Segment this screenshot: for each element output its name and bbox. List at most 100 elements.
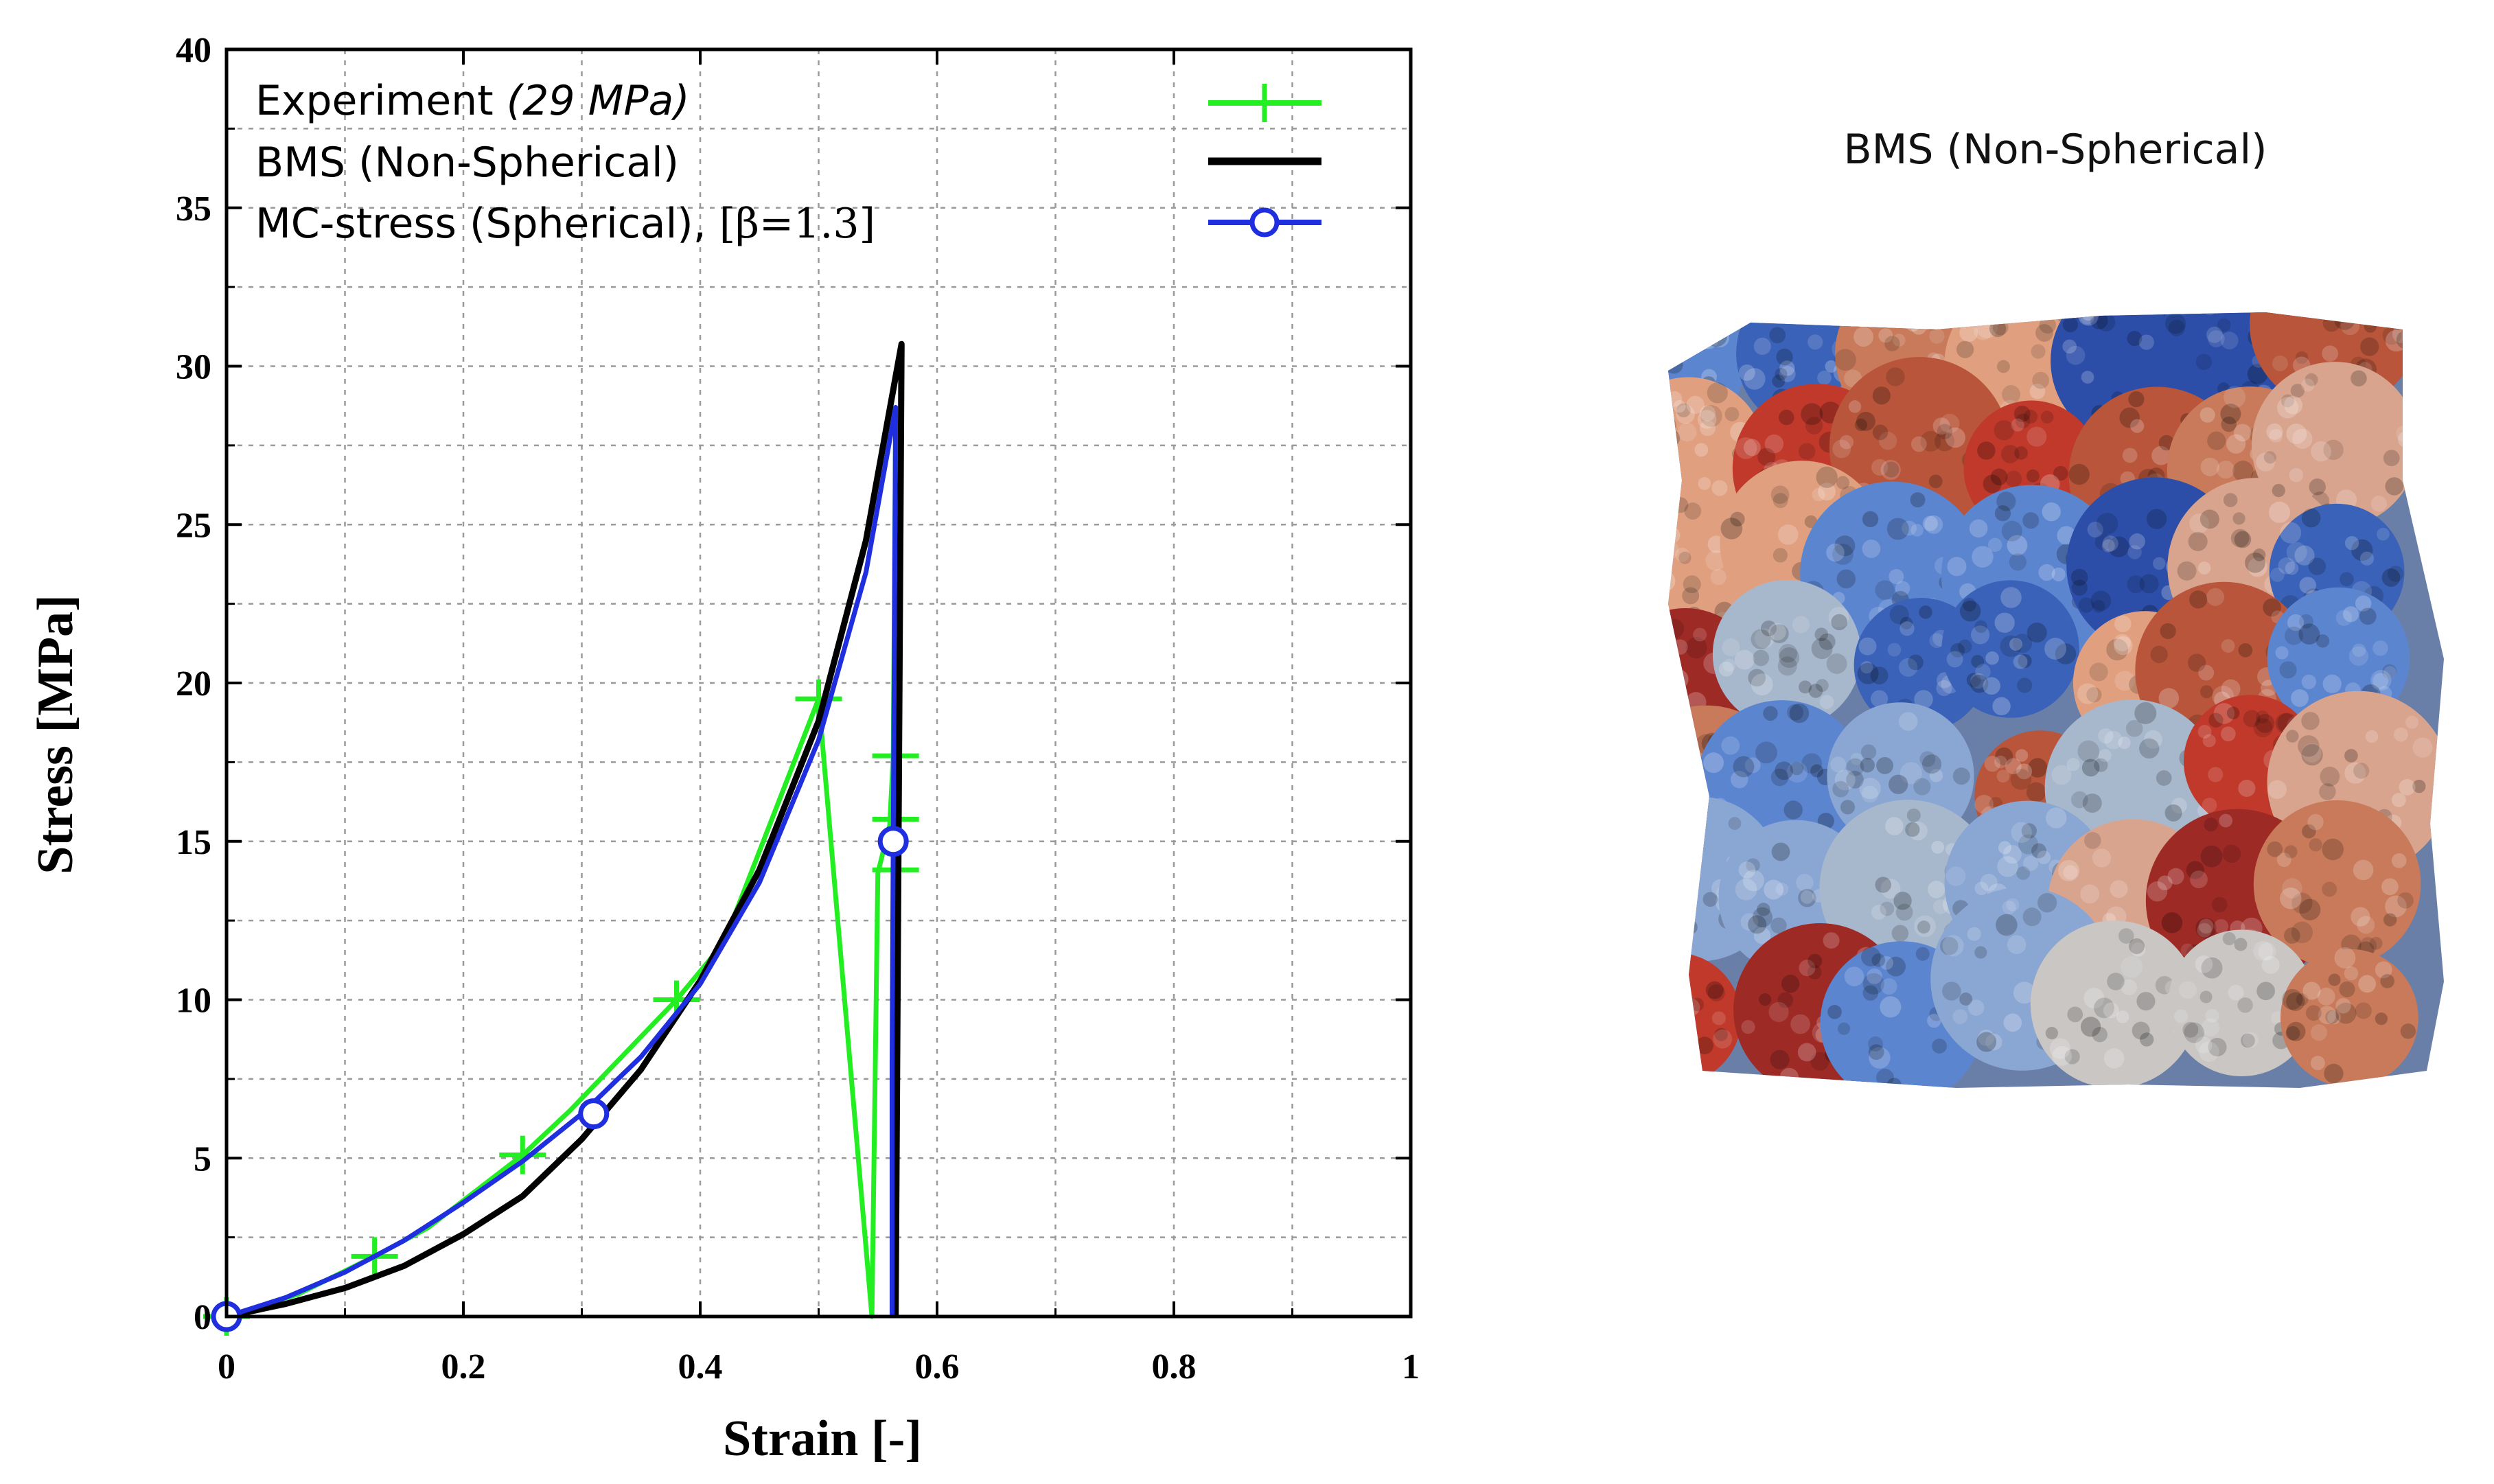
grain-speckle	[1834, 535, 1856, 557]
grain-speckle	[2146, 509, 2167, 529]
grain-speckle	[2051, 567, 2066, 581]
legend-swatch-circle	[1249, 207, 1280, 237]
grain-speckle	[2320, 766, 2340, 787]
grain-speckle	[2130, 419, 2145, 433]
grain-speckle	[1906, 808, 1921, 822]
grain-speckle	[1976, 1032, 1997, 1052]
grain-speckle	[1769, 327, 1786, 344]
grain-speckle	[2127, 575, 2145, 594]
grain-speckle	[2301, 378, 2315, 392]
grain-speckle	[2158, 688, 2180, 708]
grain-speckle	[1693, 627, 1707, 642]
grain-speckle	[1962, 598, 1976, 612]
grain-speckle	[1862, 985, 1879, 1001]
grain-speckle	[1730, 770, 1748, 789]
grain-speckle	[2298, 614, 2313, 629]
grain-speckle	[1775, 883, 1789, 896]
grain-speckle	[1668, 312, 1674, 324]
grain-speckle	[1942, 935, 1964, 957]
grain-speckle	[1740, 913, 1759, 931]
grain-speckle	[2256, 710, 2270, 724]
grain-speckle	[2299, 261, 2320, 282]
grain-speckle	[1626, 684, 1642, 700]
grain-speckle	[1781, 975, 1800, 993]
grain-speckle	[1707, 382, 1728, 404]
grain-speckle	[1858, 637, 1877, 656]
legend-swatches	[1208, 84, 1321, 237]
grain-speckle	[2101, 539, 2115, 553]
grain-speckle	[2164, 804, 2182, 822]
grain-speckle	[1637, 353, 1653, 369]
grain-speckle	[1779, 360, 1795, 376]
grain-speckle	[1798, 443, 1816, 460]
grain-speckle	[1932, 1039, 1947, 1054]
grain-speckle	[2165, 313, 2186, 334]
grain-speckle	[1977, 441, 1996, 460]
grain-speckle	[2283, 927, 2300, 944]
grain-speckle	[2348, 646, 2369, 666]
grain-speckle	[2234, 531, 2252, 548]
grain-speckle	[2119, 407, 2140, 428]
grain-speckle	[1654, 830, 1667, 843]
grain-speckle	[1733, 756, 1755, 778]
grain-speckle	[2195, 918, 2217, 939]
grain-speckle	[1678, 422, 1697, 442]
grain-speckle	[1886, 518, 1909, 540]
series-line-0	[225, 429, 899, 1319]
grain-speckle	[1919, 751, 1936, 767]
grain-speckle	[1668, 618, 1685, 639]
grain-speckle	[2365, 730, 2379, 743]
grain-speckle	[2388, 293, 2405, 311]
grain-speckle	[1779, 647, 1800, 669]
grain-speckle	[2114, 615, 2132, 633]
grain-speckle	[1722, 658, 1736, 672]
grain-speckle	[2007, 935, 2027, 955]
grain-speckle	[1783, 800, 1803, 820]
legend-swatch-plus	[1241, 84, 1288, 122]
chart-legend: Experiment (29 MPa) BMS (Non-Spherical) …	[255, 77, 1321, 248]
grain-speckle	[1860, 744, 1877, 760]
grain-speckle	[1934, 431, 1955, 452]
grain-speckle	[1644, 756, 1659, 770]
grain-speckle	[2255, 714, 2275, 733]
grain-speckle	[2370, 496, 2387, 512]
grain-speckle	[1678, 708, 1694, 724]
grain-speckle	[2111, 290, 2123, 302]
grain-speckle	[2359, 607, 2377, 625]
grain-speckle	[2359, 551, 2375, 566]
grain-speckle	[2279, 661, 2297, 679]
grain-speckle	[2167, 868, 2184, 885]
grain-speckle	[1876, 1069, 1894, 1087]
grain-speckle	[1744, 757, 1761, 774]
grain-speckle	[2342, 606, 2359, 623]
grain-speckle	[1759, 312, 1781, 316]
grain-speckle	[2299, 898, 2321, 920]
grain-speckle	[1893, 334, 1906, 347]
mc-stress-marker	[578, 1098, 610, 1130]
grain-speckle	[2022, 512, 2040, 529]
grain-speckle	[2087, 521, 2103, 538]
grain-speckle	[1636, 606, 1652, 622]
grain-speckle	[2202, 798, 2217, 813]
grain-speckle	[1775, 367, 1788, 381]
grain-speckle	[2053, 465, 2068, 481]
grain-speckle	[1770, 917, 1787, 934]
grain-body	[2168, 929, 2316, 1077]
grain-speckle	[2012, 634, 2033, 653]
grain-speckle	[1819, 695, 1834, 709]
grain	[2253, 800, 2421, 968]
grain-speckle	[2018, 653, 2032, 669]
grain-speckle	[2150, 645, 2168, 664]
grain-speckle	[2082, 793, 2102, 813]
grain-speckle	[1629, 717, 1646, 734]
grain-speckle	[1860, 758, 1875, 773]
grain-speckle	[2066, 758, 2080, 772]
grain-speckle	[1654, 570, 1667, 584]
grain-speckle	[1899, 712, 1918, 731]
grain-speckle	[1757, 903, 1770, 916]
grain-speckle	[1915, 947, 1930, 961]
grain-speckle	[1880, 978, 1897, 995]
grain-speckle	[2116, 1010, 2129, 1023]
grain-speckle	[2013, 295, 2030, 312]
grain-speckle	[2355, 1002, 2372, 1019]
